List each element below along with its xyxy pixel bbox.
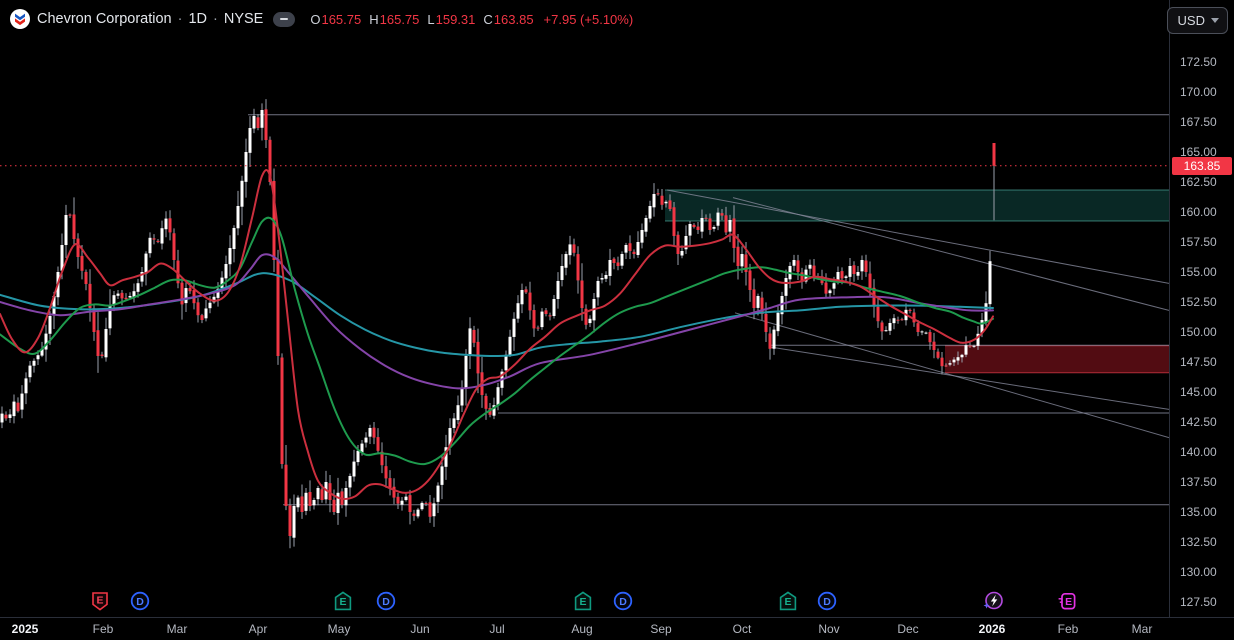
ma-slowest-teal[interactable]: [0, 272, 994, 358]
chevron-logo-icon: [10, 9, 30, 29]
currency-label: USD: [1177, 13, 1205, 28]
time-label: Aug: [571, 622, 593, 636]
trend-line-2[interactable]: [769, 346, 1169, 410]
svg-text:D: D: [382, 596, 390, 608]
svg-text:D: D: [823, 596, 831, 608]
dividend-badge[interactable]: D: [816, 590, 838, 617]
supply-zone[interactable]: [665, 189, 1169, 222]
time-label: May: [327, 622, 351, 636]
price-tick: 147.50: [1180, 355, 1217, 369]
legend-collapse-button[interactable]: [273, 11, 296, 27]
svg-text:D: D: [136, 596, 144, 608]
open-label: O: [310, 11, 321, 27]
demand-zone[interactable]: [945, 345, 1169, 374]
exchange-label: NYSE: [223, 11, 264, 27]
change-value: +7.95 (+5.10%): [543, 11, 634, 27]
price-tick: 135.00: [1180, 505, 1217, 519]
low-value: 159.31: [435, 11, 476, 27]
time-axis[interactable]: 2025 Feb Mar Apr May Jun Jul Aug Sep Oct Nov Dec 202…: [0, 617, 1234, 640]
ma-slow-purple[interactable]: [0, 253, 994, 390]
time-label: Apr: [248, 622, 268, 636]
time-label: Mar: [1131, 622, 1153, 636]
close-label: C: [483, 11, 493, 27]
time-label: Nov: [818, 622, 840, 636]
ma-medium-green[interactable]: [0, 216, 994, 466]
price-tick: 132.50: [1180, 535, 1217, 549]
time-label: Oct: [732, 622, 752, 636]
svg-text:E: E: [784, 596, 791, 608]
price-tick: 130.00: [1180, 565, 1217, 579]
price-tick: 150.00: [1180, 325, 1217, 339]
time-label: 2026: [978, 622, 1006, 636]
close-value: 163.85: [493, 11, 534, 27]
price-tick: 145.00: [1180, 385, 1217, 399]
trend-line-0[interactable]: [666, 189, 1169, 284]
svg-text:E: E: [96, 595, 103, 607]
symbol-title[interactable]: Chevron Corporation · 1D · NYSE: [37, 11, 263, 27]
dividend-badge[interactable]: D: [612, 590, 634, 617]
trend-line-3[interactable]: [734, 312, 1169, 439]
earnings-beat-badge[interactable]: E: [332, 590, 354, 617]
svg-text:D: D: [619, 596, 627, 608]
earnings-beat-badge[interactable]: E: [777, 590, 799, 617]
price-tick: 140.00: [1180, 445, 1217, 459]
price-tick: 127.50: [1180, 595, 1217, 609]
price-axis[interactable]: USD 163.85 172.50 170.00 167.50 165.00 162.5…: [1166, 0, 1234, 617]
time-label: Feb: [1057, 622, 1079, 636]
symbol-legend: Chevron Corporation · 1D · NYSE O 165.75 …: [10, 9, 633, 29]
chevron-down-icon: [1211, 18, 1219, 23]
ma-fast-red[interactable]: [0, 169, 994, 500]
high-value: 165.75: [379, 11, 420, 27]
time-label: Mar: [166, 622, 188, 636]
time-label: Jul: [489, 622, 505, 636]
currency-button[interactable]: USD: [1166, 7, 1228, 34]
earnings-upcoming-badge[interactable]: [982, 590, 1004, 617]
price-tick: 170.00: [1180, 85, 1217, 99]
open-value: 165.75: [321, 11, 362, 27]
svg-text:E: E: [1065, 596, 1072, 608]
earnings-missed-badge[interactable]: E: [89, 590, 111, 617]
trend-line-1[interactable]: [732, 197, 1169, 311]
candlestick-series: [0, 109, 996, 538]
dividend-badge[interactable]: D: [375, 590, 397, 617]
time-label: Dec: [897, 622, 919, 636]
symbol-name: Chevron Corporation: [37, 11, 172, 27]
time-label: Feb: [92, 622, 114, 636]
high-label: H: [369, 11, 379, 27]
title-separator: ·: [213, 11, 218, 27]
price-tick: 162.50: [1180, 175, 1217, 189]
price-tick: 142.50: [1180, 415, 1217, 429]
svg-text:E: E: [579, 596, 586, 608]
earnings-scheduled-badge[interactable]: E: [1056, 590, 1078, 617]
low-label: L: [427, 11, 435, 27]
price-tick: 167.50: [1180, 115, 1217, 129]
price-pane[interactable]: Chevron Corporation · 1D · NYSE O 165.75 …: [0, 0, 1169, 617]
time-label: Jun: [410, 622, 430, 636]
price-tick: 157.50: [1180, 235, 1217, 249]
dividend-badge[interactable]: D: [129, 590, 151, 617]
title-separator: ·: [177, 11, 183, 27]
price-tick: 165.00: [1180, 145, 1217, 159]
price-tick: 160.00: [1180, 205, 1217, 219]
earnings-beat-badge[interactable]: E: [572, 590, 594, 617]
price-tick: 172.50: [1180, 55, 1217, 69]
ohlc-readout: O 165.75 H 165.75 L 159.31 C 163.85 +7.95 (+…: [310, 12, 633, 27]
time-label: Sep: [650, 622, 672, 636]
chart-canvas[interactable]: [0, 0, 1169, 617]
price-tick: 137.50: [1180, 475, 1217, 489]
price-tick: 155.00: [1180, 265, 1217, 279]
minus-icon: [280, 18, 289, 20]
interval-label: 1D: [188, 11, 207, 27]
time-label: 2025: [11, 622, 39, 636]
svg-text:E: E: [339, 596, 346, 608]
candle-wicks: [1, 99, 995, 549]
price-tick: 152.50: [1180, 295, 1217, 309]
current-price-badge: 163.85: [1172, 156, 1232, 175]
